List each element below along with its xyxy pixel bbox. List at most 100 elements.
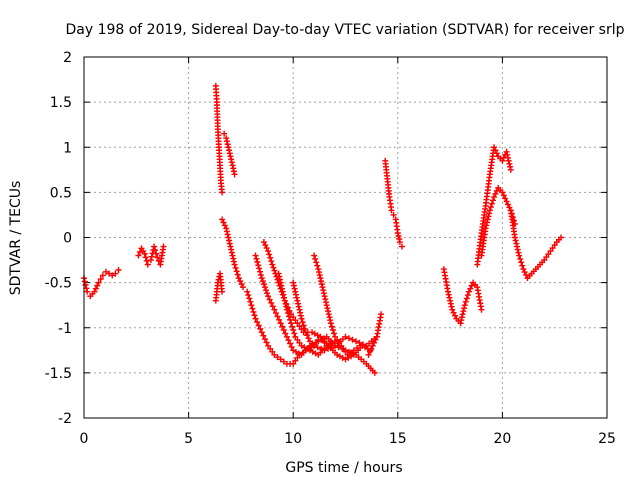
data-point — [294, 336, 301, 343]
data-point — [365, 351, 372, 358]
data-point — [301, 325, 308, 332]
series-peak-6.5h — [212, 82, 226, 196]
data-point — [282, 330, 289, 337]
data-point — [327, 320, 334, 327]
data-point — [153, 250, 160, 257]
data-point — [95, 279, 102, 286]
data-point — [549, 245, 556, 252]
data-point — [330, 330, 337, 337]
data-point — [252, 315, 259, 322]
data-point — [255, 262, 262, 269]
data-point — [368, 345, 375, 352]
series-band-11h — [311, 252, 364, 358]
data-point — [314, 344, 321, 351]
data-point — [340, 345, 347, 352]
data-point — [262, 242, 269, 249]
data-point — [313, 339, 320, 346]
data-point — [345, 335, 352, 342]
data-point — [280, 327, 287, 334]
data-point — [287, 340, 294, 347]
data-point — [109, 272, 116, 279]
data-point — [267, 345, 274, 352]
data-point — [99, 272, 106, 279]
data-point — [328, 323, 335, 330]
data-point — [255, 322, 262, 329]
data-point — [142, 254, 149, 261]
y-tick-label: 1.5 — [50, 95, 72, 111]
data-point — [254, 319, 261, 326]
y-tick-label: -0.5 — [45, 276, 72, 292]
data-point — [304, 332, 311, 339]
data-point — [371, 369, 378, 376]
data-point — [467, 285, 474, 292]
data-point — [81, 278, 88, 285]
data-point — [263, 339, 270, 346]
data-point — [283, 333, 290, 340]
data-point — [102, 268, 109, 275]
data-point — [321, 339, 328, 346]
data-point — [258, 275, 265, 282]
data-point — [292, 357, 299, 364]
data-point — [271, 306, 278, 313]
y-tick-label: 2 — [63, 50, 72, 66]
data-point — [283, 306, 290, 313]
data-point — [269, 348, 276, 355]
data-point — [349, 336, 356, 343]
data-point — [294, 354, 301, 361]
data-point — [372, 336, 379, 343]
data-point — [491, 144, 498, 151]
data-point — [141, 250, 148, 257]
data-point — [290, 314, 297, 321]
data-point — [250, 308, 257, 315]
data-point — [492, 147, 499, 154]
data-point — [274, 354, 281, 361]
data-point — [136, 248, 143, 255]
data-point — [305, 335, 312, 342]
data-point — [106, 270, 113, 277]
data-point — [398, 243, 405, 250]
data-point — [246, 295, 253, 302]
plot-frame — [83, 56, 608, 419]
data-point — [332, 333, 339, 340]
data-point — [317, 333, 324, 340]
data-point — [499, 157, 506, 164]
data-point — [221, 222, 228, 229]
data-point — [517, 255, 524, 262]
data-point — [274, 313, 281, 320]
series-trace-6.8h — [221, 130, 238, 178]
data-point — [261, 336, 268, 343]
series-low-6.5h — [212, 270, 226, 304]
data-point — [302, 329, 309, 336]
data-point — [336, 339, 343, 346]
data-point — [261, 284, 268, 291]
data-point — [279, 323, 286, 330]
data-point — [463, 295, 470, 302]
data-point — [148, 253, 155, 260]
y-axis-label: SDTVAR / TECUs — [8, 181, 24, 296]
y-tick-label: -1.5 — [45, 366, 72, 382]
data-point — [97, 276, 104, 283]
data-point — [499, 189, 506, 196]
data-point — [277, 356, 284, 363]
data-point — [312, 255, 319, 262]
data-point — [486, 207, 493, 214]
data-point — [488, 200, 495, 207]
data-point — [543, 254, 550, 261]
x-tick-label: 15 — [389, 431, 407, 447]
data-point — [266, 296, 273, 303]
data-point — [112, 270, 119, 277]
data-point — [252, 252, 259, 259]
data-point — [342, 348, 349, 355]
data-point — [237, 278, 244, 285]
data-point — [357, 342, 364, 349]
data-point — [313, 259, 320, 266]
data-point — [219, 189, 226, 196]
data-point — [290, 360, 297, 367]
data-point — [450, 309, 457, 316]
data-point — [285, 337, 292, 344]
data-point — [451, 312, 458, 319]
data-point — [311, 342, 318, 349]
data-point — [257, 325, 264, 332]
data-point — [152, 247, 159, 254]
data-point — [267, 254, 274, 261]
